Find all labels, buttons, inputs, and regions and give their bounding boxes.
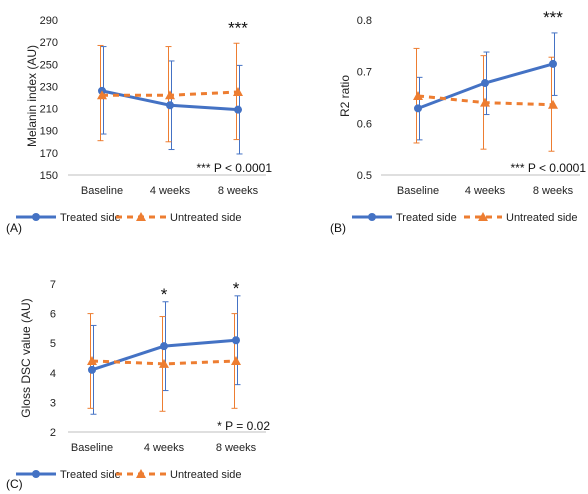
legend-marker-treated <box>32 213 40 221</box>
x-tick-label: Baseline <box>81 185 123 197</box>
data-point-treated <box>160 342 168 351</box>
y-tick-label: 3 <box>50 397 56 409</box>
y-tick-label: 4 <box>50 368 56 380</box>
y-tick-label: 0.5 <box>357 170 372 182</box>
legend-marker-untreated <box>136 469 146 478</box>
panel-label: (A) <box>6 221 22 235</box>
legend-label-treated: Treated side <box>396 212 457 224</box>
significance-marker: * <box>161 285 168 304</box>
legend-label-treated: Treated side <box>60 469 121 481</box>
legend-label-untreated: Untreated side <box>506 212 578 224</box>
y-tick-label: 0.7 <box>357 67 372 79</box>
legend-label-untreated: Untreated side <box>170 469 242 481</box>
legend: Treated side Untreated side <box>16 212 242 224</box>
data-point-treated <box>414 104 422 113</box>
y-tick-label: 170 <box>40 148 58 160</box>
y-tick-label: 6 <box>50 309 56 321</box>
x-tick-label: Baseline <box>71 442 113 454</box>
x-tick-label: Baseline <box>397 185 439 197</box>
significance-marker: * <box>233 279 240 298</box>
y-axis-label: R2 ratio <box>338 75 352 117</box>
x-tick-label: 4 weeks <box>150 185 191 197</box>
y-tick-label: 0.6 <box>357 118 372 130</box>
legend-marker-treated <box>32 470 40 478</box>
chart-panel-2: 0.5 0.6 0.7 0.8 Baseline 4 weeks 8 weeks R2 rat… <box>330 8 586 235</box>
data-point-untreated <box>97 90 107 100</box>
y-axis-label: Gloss DSC value (AU) <box>19 298 33 417</box>
significance-note: *** P < 0.0001 <box>196 161 272 175</box>
data-point-treated <box>88 365 96 374</box>
panel-label: (C) <box>6 477 23 491</box>
data-point-untreated <box>165 90 175 100</box>
x-tick-label: 8 weeks <box>533 185 574 197</box>
x-tick-label: 8 weeks <box>218 185 259 197</box>
y-tick-label: 190 <box>40 126 58 138</box>
data-point-untreated <box>159 358 169 368</box>
legend-label-treated: Treated side <box>60 212 121 224</box>
y-tick-label: 250 <box>40 59 58 71</box>
chart-panel-3: 2 3 4 5 6 7 Baseline 4 weeks 8 weeks Gloss DSC va… <box>6 279 270 491</box>
panel-label: (B) <box>330 221 346 235</box>
series-line-untreated <box>91 359 237 366</box>
data-point-untreated <box>413 90 423 100</box>
legend: Treated side Untreated side <box>352 212 578 224</box>
legend-label-untreated: Untreated side <box>170 212 242 224</box>
data-point-treated <box>232 336 240 345</box>
legend: Treated side Untreated side <box>16 469 242 481</box>
x-tick-label: 4 weeks <box>465 185 506 197</box>
data-point-untreated <box>548 99 558 109</box>
y-tick-label: 5 <box>50 338 56 350</box>
y-tick-label: 270 <box>40 37 58 49</box>
y-tick-label: 0.8 <box>357 15 372 27</box>
significance-note: *** P < 0.0001 <box>510 161 586 175</box>
significance-note: * P = 0.02 <box>217 419 270 433</box>
y-tick-label: 230 <box>40 81 58 93</box>
x-tick-label: 4 weeks <box>144 442 185 454</box>
y-tick-label: 7 <box>50 279 56 291</box>
significance-marker: *** <box>228 18 248 37</box>
chart-panel-1: 150 170 190 210 230 250 270 290 Baseline 4 weeks 8… <box>6 15 272 235</box>
y-axis-label: Melanin index (AU) <box>25 45 39 147</box>
data-point-treated <box>234 105 242 114</box>
data-point-treated <box>166 101 174 110</box>
data-point-untreated <box>231 355 241 365</box>
data-point-untreated <box>87 355 97 365</box>
x-tick-label: 8 weeks <box>216 442 257 454</box>
legend-marker-untreated <box>136 212 146 221</box>
y-tick-label: 150 <box>40 170 58 182</box>
data-point-treated <box>549 59 557 68</box>
data-point-untreated <box>480 97 490 107</box>
y-tick-label: 210 <box>40 104 58 116</box>
legend-marker-untreated <box>478 212 488 221</box>
data-point-untreated <box>233 86 243 96</box>
legend-marker-treated <box>368 213 376 221</box>
y-tick-label: 2 <box>50 427 56 439</box>
significance-marker: *** <box>543 8 563 27</box>
data-point-treated <box>481 79 489 88</box>
y-tick-label: 290 <box>40 15 58 27</box>
